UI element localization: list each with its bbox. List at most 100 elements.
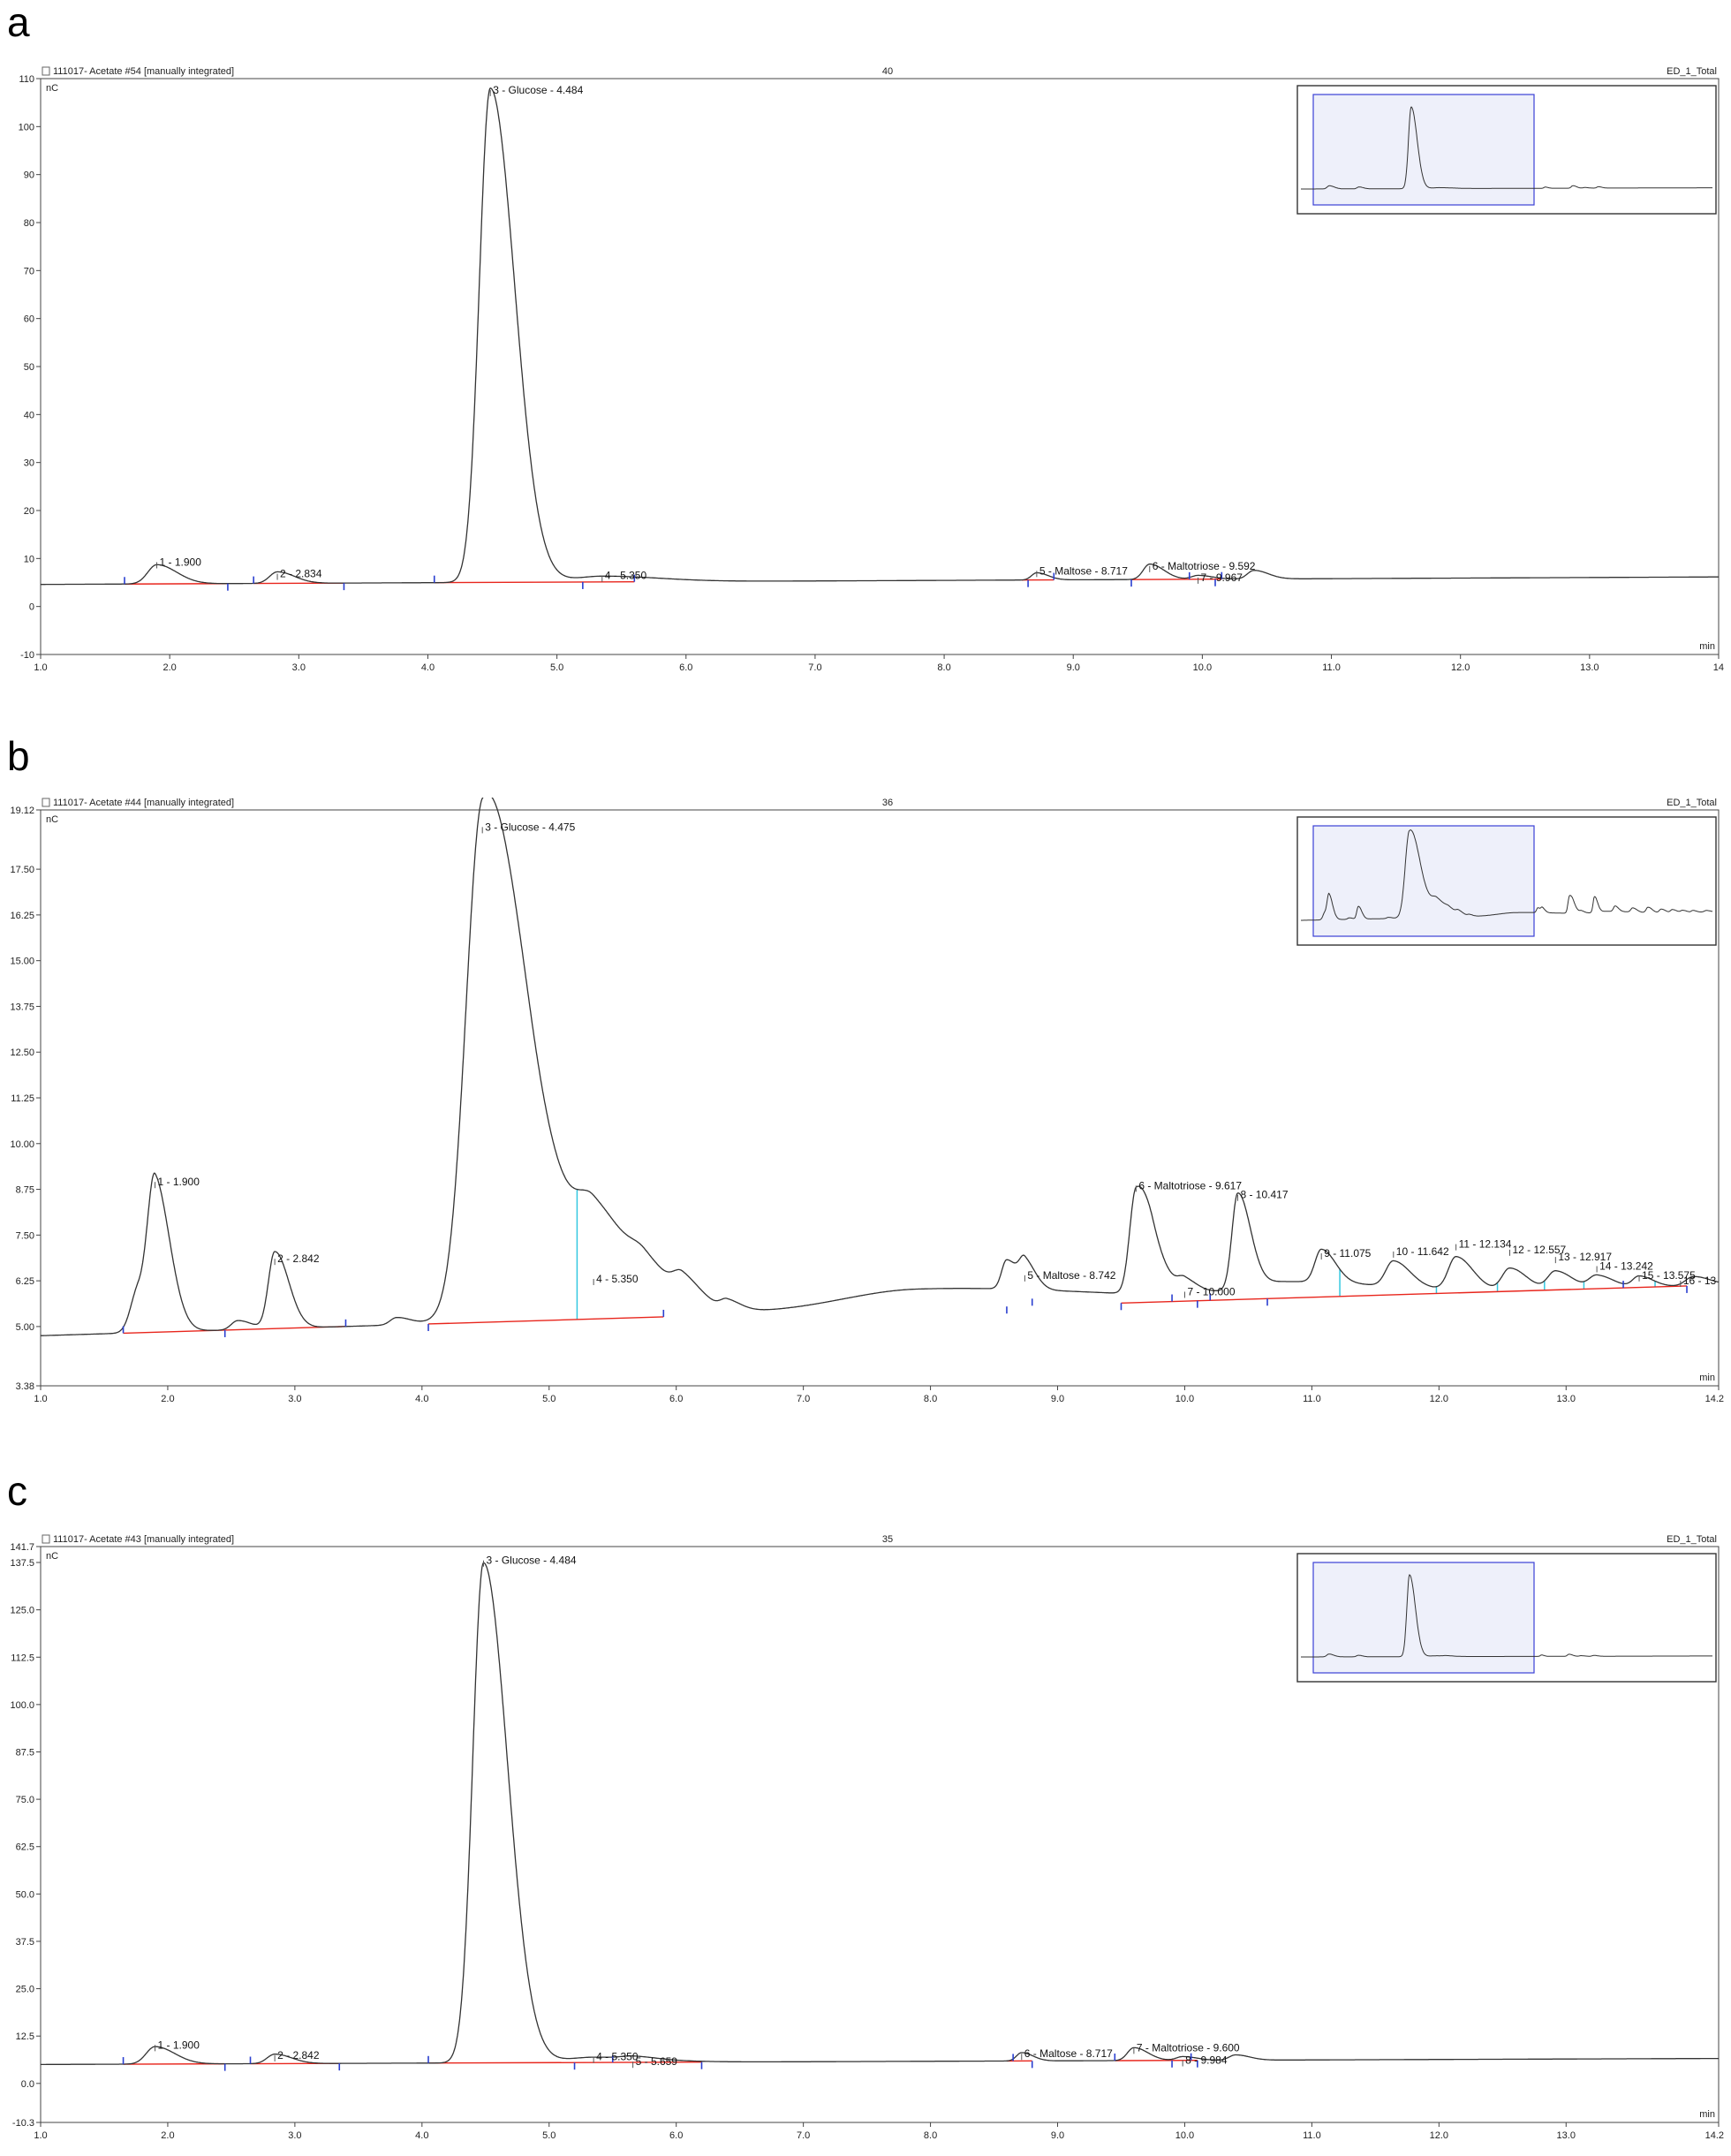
peak-label: 8 - 10.417 [1240,1189,1288,1201]
y-tick-label: 125.0 [10,1606,34,1616]
x-tick-label: 11.0 [1322,662,1341,673]
y-tick-label: 17.50 [10,865,34,875]
peak-label: 16 - 13 [1683,1275,1717,1287]
y-tick-label: 3.38 [16,1381,34,1392]
peak-label: 4 - 5.350 [605,570,647,582]
x-tick-label: 5.0 [550,662,563,673]
y-tick-label: 40 [24,410,34,420]
peak-label: 1 - 1.900 [160,556,202,569]
peak-label: 11 - 12.134 [1459,1238,1512,1251]
x-tick-label: 14.2 [1705,2130,1724,2141]
peak-label: 13 - 12.917 [1558,1251,1612,1263]
x-tick-label: 4.0 [421,662,435,673]
x-tick-label: 4.0 [415,1394,428,1404]
y-tick-label: 13.75 [10,1002,34,1012]
x-tick-label: 3.0 [292,662,306,673]
zoom-window [1312,825,1535,937]
peak-label: 3 - Glucose - 4.475 [485,821,575,833]
y-tick-label: 19.12 [10,806,34,816]
header-right: ED_1_Total [1667,798,1717,808]
y-tick-label: 87.5 [16,1747,34,1758]
integration-baseline [434,580,635,584]
peak-label: 4 - 5.350 [596,2051,639,2063]
overview-trace [1301,829,1713,921]
header-center: 36 [882,798,893,808]
peak-label: 7 - 9.967 [1201,571,1243,584]
x-tick-label: 4.0 [415,2130,428,2141]
peak-label: 2 - 2.842 [277,1252,320,1265]
peak-label: 4 - 5.350 [596,1273,639,1285]
integration-baseline [428,2061,613,2064]
peak-label: 1 - 1.900 [158,1176,200,1188]
x-tick-label: 9.0 [1051,2130,1064,2141]
y-tick-label: 100 [19,122,34,132]
overview-trace [1301,1574,1712,1658]
y-tick-label: 50 [24,362,34,373]
chromatogram-trace [40,798,1720,1336]
panel-letter-a: a [7,0,30,45]
x-tick-label: 6.0 [669,2130,683,2141]
plot-frame [40,1546,1720,2123]
peak-label: 2 - 2.842 [277,2049,320,2061]
y-tick-label: 15.00 [10,957,34,967]
peak-label: 8 - 9.984 [1185,2054,1228,2067]
peak-label: 6 - Maltose - 8.717 [1024,2047,1113,2060]
header-left: 111017- Acetate #44 [manually integrated… [53,798,234,808]
chromatogram-a: 111017- Acetate #54 [manually integrated… [19,66,1724,673]
peak-label: 5 - Maltose - 8.742 [1027,1269,1115,1282]
file-icon [42,66,50,76]
x-unit-label: min [1699,1373,1715,1383]
x-tick-label: 8.0 [937,662,950,673]
peak-label: 7 - 10.000 [1187,1285,1235,1297]
x-tick-label: 10.0 [1175,1394,1194,1404]
y-unit-label: nC [46,814,58,825]
x-tick-label: 13.0 [1580,662,1599,673]
y-tick-label: 0 [29,602,34,613]
y-tick-label: 7.50 [16,1230,34,1241]
header-left: 111017- Acetate #43 [manually integrated… [53,1534,234,1545]
y-tick-label: -10.3 [12,2118,34,2129]
y-tick-label: 62.5 [16,1842,34,1853]
x-tick-label: 1.0 [34,1394,47,1404]
x-tick-label: 11.0 [1303,1394,1321,1404]
x-tick-label: 5.0 [542,2130,556,2141]
peak-label: 5 - Maltose - 8.717 [1039,564,1128,577]
header-right: ED_1_Total [1667,1534,1717,1545]
y-tick-label: 90 [24,170,34,181]
peak-label: 7 - Maltotriose - 9.600 [1137,2041,1240,2054]
y-tick-label: 8.75 [16,1185,34,1196]
x-tick-label: 5.0 [542,1394,556,1404]
y-unit-label: nC [46,1551,58,1562]
y-tick-label: 30 [24,458,34,469]
x-tick-label: 1.0 [34,2130,47,2141]
zoom-window [1312,94,1535,206]
header-center: 35 [882,1534,893,1545]
x-tick-label: 2.0 [161,1394,174,1404]
y-tick-label: 16.25 [10,911,34,921]
peak-label: 2 - 2.834 [280,568,322,580]
x-tick-label: 8.0 [924,1394,937,1404]
y-tick-label: 25.0 [16,1985,34,1995]
x-tick-label: 12.0 [1451,662,1470,673]
y-tick-label: 110 [19,74,34,85]
peak-label: 3 - Glucose - 4.484 [486,1555,576,1567]
x-tick-label: 7.0 [808,662,821,673]
overview-trace [1301,106,1712,190]
y-tick-label: 100.0 [10,1700,34,1711]
x-unit-label: min [1699,2109,1715,2120]
x-tick-label: 14 [1713,662,1724,673]
y-tick-label: 70 [24,266,34,276]
panel-letter-b: b [7,733,30,779]
x-tick-label: 7.0 [797,2130,810,2141]
y-tick-label: 6.25 [16,1276,34,1287]
y-tick-label: 141.7 [10,1542,34,1553]
y-tick-label: 12.50 [10,1048,34,1058]
integration-baseline [427,1316,664,1325]
peak-label: 12 - 12.557 [1513,1244,1567,1256]
y-tick-label: 11.25 [11,1093,34,1104]
peak-label: 15 - 13.575 [1642,1269,1696,1282]
x-unit-label: min [1699,641,1715,652]
x-tick-label: 12.0 [1430,2130,1448,2141]
y-tick-label: 137.5 [10,1558,34,1569]
header-left: 111017- Acetate #54 [manually integrated… [53,66,234,77]
